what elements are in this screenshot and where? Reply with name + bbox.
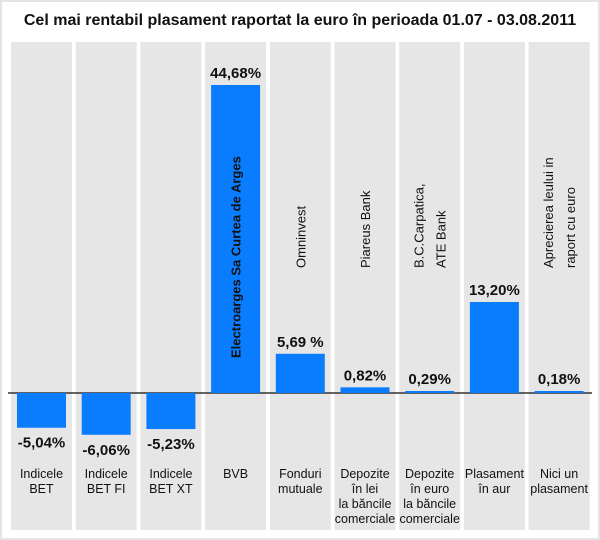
value-label: 5,69 % [277, 334, 324, 351]
value-label: -6,06% [82, 442, 130, 459]
value-label: -5,04% [18, 435, 66, 452]
category-label: BET XT [149, 482, 193, 496]
category-label: în euro [409, 482, 449, 496]
category-label: Indicele [149, 467, 192, 481]
value-label: 0,82% [344, 367, 387, 384]
category-label: BET FI [87, 482, 126, 496]
value-label: 0,18% [538, 371, 581, 388]
column-background [334, 42, 396, 530]
category-label: Depozite [340, 467, 389, 481]
bar-annotation: Aprecierea leului in [541, 157, 556, 268]
column-background [399, 42, 461, 530]
category-label: în aur [477, 482, 510, 496]
bar-annotation: Piareus Bank [358, 190, 373, 268]
bar [211, 85, 261, 393]
bar-annotation: B.C.Carpatica, [412, 183, 427, 268]
column-background [269, 42, 331, 530]
bar [534, 391, 584, 393]
category-label: BET [29, 482, 54, 496]
category-label: în lei [351, 482, 378, 496]
category-label: Plasament [465, 467, 525, 481]
column-background [75, 42, 137, 530]
bar-annotation: Omninvest [293, 205, 308, 268]
category-label: Nici un [540, 467, 578, 481]
column-background [463, 42, 525, 530]
category-label: Depozite [405, 467, 454, 481]
column-background [528, 42, 590, 530]
value-label: 44,68% [210, 65, 261, 82]
bar [146, 393, 196, 430]
value-label: -5,23% [147, 436, 195, 453]
value-label: 13,20% [469, 282, 520, 299]
chart-title: Cel mai rentabil plasament raportat la e… [24, 12, 576, 29]
value-label: 0,29% [408, 371, 451, 388]
bar [17, 393, 66, 428]
category-label: Indicele [20, 467, 63, 481]
category-label: Indicele [85, 467, 128, 481]
bar-annotation: Electroarges Sa Curtea de Arges [229, 156, 244, 358]
bar-annotation: ATE Bank [434, 210, 449, 268]
bar [340, 387, 390, 393]
bar [275, 353, 325, 393]
category-label: mutuale [278, 482, 323, 496]
bar [469, 302, 519, 393]
bar-annotation: raport cu euro [563, 187, 578, 268]
category-label: comerciale [399, 512, 459, 526]
category-label: BVB [223, 467, 248, 481]
bar [81, 393, 131, 435]
category-label: la băncile [339, 497, 392, 511]
bar [405, 391, 455, 393]
category-label: plasament [530, 482, 588, 496]
category-label: Fonduri [279, 467, 321, 481]
column-background [140, 42, 202, 530]
category-label: comerciale [335, 512, 395, 526]
category-label: la băncile [403, 497, 456, 511]
column-background [11, 42, 72, 530]
